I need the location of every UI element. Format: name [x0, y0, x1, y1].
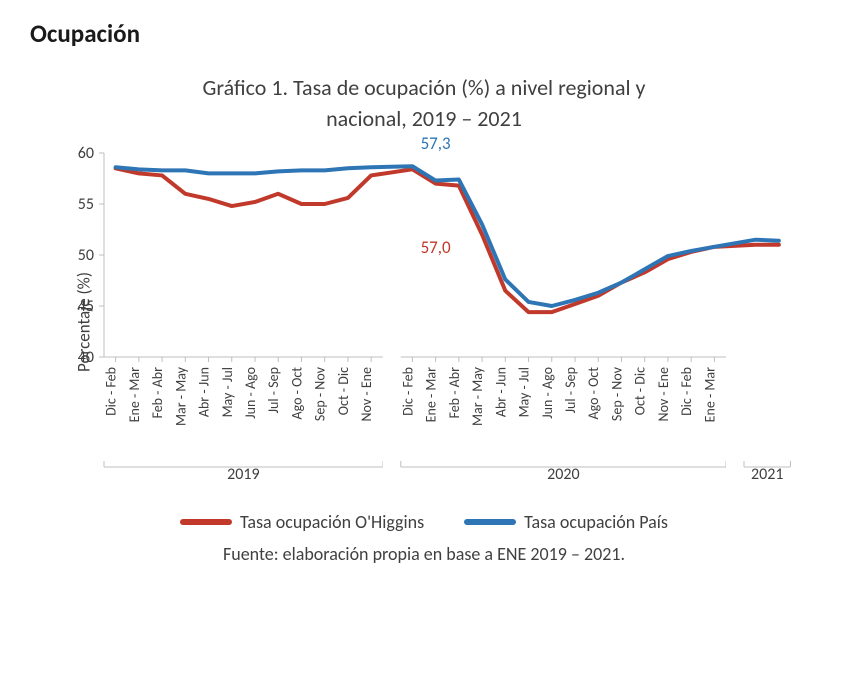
legend-label: Tasa ocupación País — [524, 511, 668, 533]
svg-text:Nov - Ene: Nov - Ene — [655, 367, 672, 421]
y-axis-label: Porcentaje (%) — [73, 272, 94, 372]
svg-text:60: 60 — [78, 144, 94, 163]
legend: Tasa ocupación O'Higgins Tasa ocupación … — [30, 511, 818, 533]
chart-title: Gráfico 1. Tasa de ocupación (%) a nivel… — [84, 73, 764, 135]
svg-text:Abr - Jun: Abr - Jun — [196, 367, 213, 417]
svg-text:Ago - Oct: Ago - Oct — [288, 366, 305, 419]
svg-text:Sep - Nov: Sep - Nov — [608, 366, 625, 421]
svg-text:Dic - Feb: Dic - Feb — [103, 367, 120, 416]
svg-text:Mar - May: Mar - May — [469, 366, 486, 426]
legend-swatch — [464, 519, 516, 525]
svg-text:Abr - Jun: Abr - Jun — [492, 367, 509, 417]
chart-title-line2: nacional, 2019 – 2021 — [326, 105, 522, 132]
svg-text:Oct - Dic: Oct - Dic — [335, 367, 352, 415]
svg-text:May - Jul: May - Jul — [516, 367, 533, 417]
legend-item-ohiggins: Tasa ocupación O'Higgins — [180, 511, 424, 533]
page: Ocupación Gráfico 1. Tasa de ocupación (… — [0, 0, 848, 680]
svg-text:Ene - Mar: Ene - Mar — [701, 366, 718, 421]
svg-text:57,0: 57,0 — [421, 237, 451, 258]
svg-text:Nov - Ene: Nov - Ene — [358, 367, 375, 421]
svg-text:Feb - Abr: Feb - Abr — [149, 366, 166, 418]
svg-text:Ene - Mar: Ene - Mar — [423, 366, 440, 421]
svg-text:May - Jul: May - Jul — [219, 367, 236, 417]
svg-text:Ago - Oct: Ago - Oct — [585, 366, 602, 419]
svg-text:Jun - Ago: Jun - Ago — [242, 367, 259, 419]
svg-text:Feb - Abr: Feb - Abr — [446, 366, 463, 418]
svg-text:Dic - Feb: Dic - Feb — [678, 367, 695, 416]
svg-text:Jun - Ago: Jun - Ago — [539, 367, 556, 419]
legend-swatch — [180, 519, 232, 525]
svg-text:Oct - Dic: Oct - Dic — [632, 367, 649, 415]
svg-text:Ene - Mar: Ene - Mar — [126, 366, 143, 421]
svg-text:Sep - Nov: Sep - Nov — [312, 366, 329, 421]
line-chart: 4045505560Dic - FebEne - MarFeb - AbrMar… — [44, 137, 804, 507]
svg-text:Jul - Sep: Jul - Sep — [265, 367, 282, 413]
svg-text:Dic - Feb: Dic - Feb — [399, 367, 416, 416]
legend-label: Tasa ocupación O'Higgins — [240, 511, 424, 533]
svg-text:2021: 2021 — [751, 465, 783, 484]
source-text: Fuente: elaboración propia en base a ENE… — [30, 543, 818, 565]
svg-text:Mar - May: Mar - May — [172, 366, 189, 426]
section-title: Ocupación — [30, 18, 818, 49]
chart-area: Porcentaje (%) 4045505560Dic - FebEne - … — [44, 137, 804, 507]
chart-title-line1: Gráfico 1. Tasa de ocupación (%) a nivel… — [203, 74, 646, 101]
svg-text:57,3: 57,3 — [421, 137, 451, 154]
svg-text:2019: 2019 — [227, 465, 259, 484]
svg-text:55: 55 — [78, 195, 94, 214]
legend-item-pais: Tasa ocupación País — [464, 511, 668, 533]
svg-text:Jul - Sep: Jul - Sep — [562, 367, 579, 413]
svg-text:50: 50 — [78, 246, 94, 265]
svg-text:2020: 2020 — [547, 465, 579, 484]
